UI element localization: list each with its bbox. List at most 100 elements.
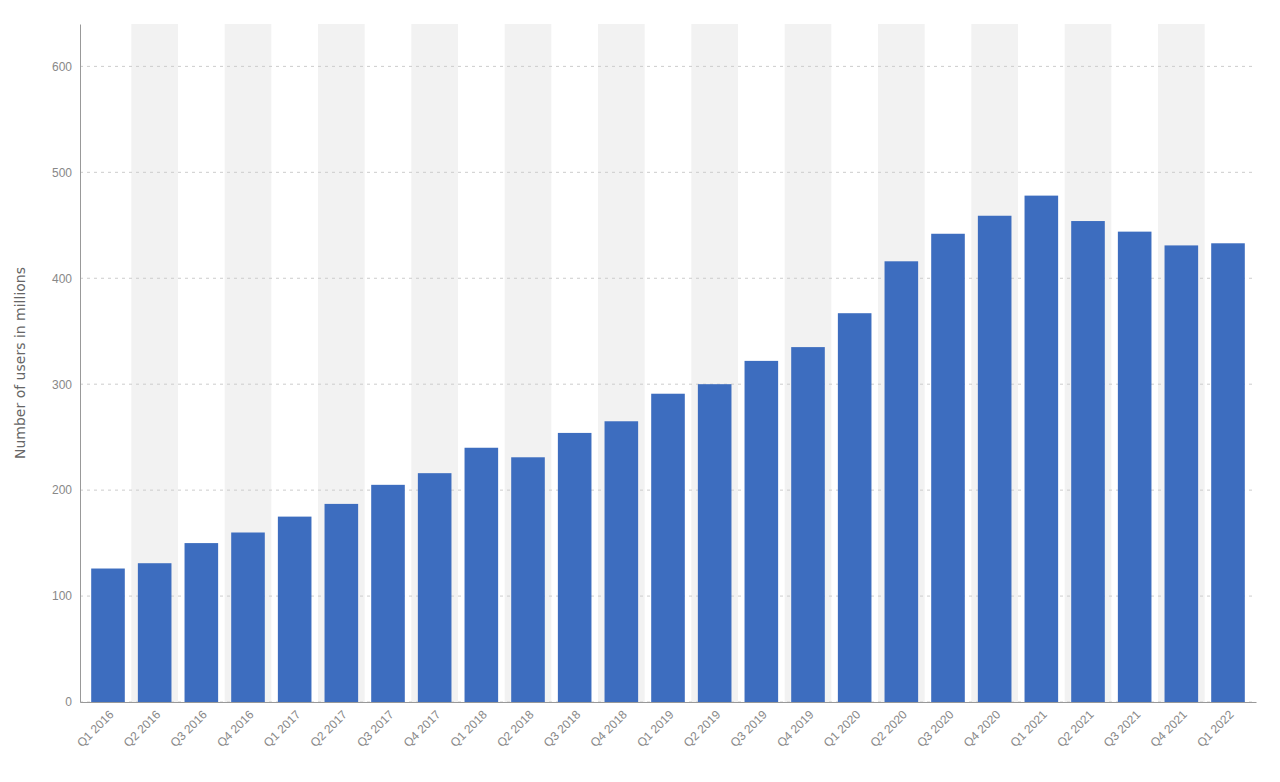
x-tick-label: Q1 2019 [634, 707, 677, 750]
x-tick-label: Q2 2020 [868, 707, 911, 750]
chart-svg: 0 100 200 300 400 500 600 Q1 2016Q2 2016Q3 2016… [0, 0, 1280, 782]
x-tick-label: Q2 2017 [308, 707, 351, 750]
y-axis-line [80, 25, 81, 703]
stripe [505, 24, 552, 702]
bar [651, 394, 685, 702]
stripe [131, 24, 178, 702]
x-tick: Q2 2017 [308, 707, 351, 750]
y-tick: 400 [52, 272, 72, 286]
x-tick-label: Q3 2017 [354, 707, 397, 750]
bars [91, 196, 1245, 702]
x-tick: Q1 2021 [1008, 707, 1051, 750]
stripe [598, 24, 645, 702]
bar [1071, 221, 1105, 702]
x-tick-label: Q1 2022 [1194, 707, 1237, 750]
x-tick: Q1 2016 [74, 707, 117, 750]
bar [931, 234, 965, 702]
x-tick: Q1 2019 [634, 707, 677, 750]
grid-line [80, 66, 1256, 67]
bar [231, 533, 265, 703]
x-tick-label: Q2 2018 [494, 707, 537, 750]
stripe [1158, 24, 1205, 702]
x-tick-label: Q1 2021 [1008, 707, 1051, 750]
stripe [785, 24, 832, 702]
y-tick-label: 0 [65, 695, 72, 709]
grid-line [80, 172, 1256, 173]
stripe [225, 24, 272, 702]
bar [418, 473, 452, 702]
x-tick-label: Q4 2020 [961, 707, 1004, 750]
x-tick: Q3 2020 [914, 707, 957, 750]
stripe [1065, 24, 1112, 702]
bar [558, 433, 592, 702]
bar [1165, 245, 1199, 702]
x-tick-label: Q4 2021 [1148, 707, 1191, 750]
x-tick: Q1 2017 [261, 707, 304, 750]
x-tick: Q4 2020 [961, 707, 1004, 750]
bar [1211, 243, 1245, 702]
x-tick-label: Q2 2019 [681, 707, 724, 750]
chart-container: 0 100 200 300 400 500 600 Q1 2016Q2 2016Q3 2016… [0, 0, 1280, 782]
x-tick: Q4 2021 [1148, 707, 1191, 750]
y-tick: 200 [52, 483, 72, 497]
x-tick: Q4 2016 [214, 707, 257, 750]
stripe [411, 24, 458, 702]
bar [325, 504, 359, 702]
x-axis-line [81, 702, 1257, 703]
stripe [691, 24, 738, 702]
x-tick: Q2 2020 [868, 707, 911, 750]
y-tick-label: 500 [52, 166, 72, 180]
x-tick-label: Q3 2020 [914, 707, 957, 750]
grid [80, 66, 1256, 702]
y-axis-title: Number of users in millions [12, 267, 28, 459]
x-tick-label: Q3 2021 [1101, 707, 1144, 750]
x-tick-label: Q3 2018 [541, 707, 584, 750]
bar [1025, 196, 1059, 702]
x-tick: Q4 2017 [401, 707, 444, 750]
y-tick: 0 [65, 695, 72, 709]
y-tick-label: 200 [52, 483, 72, 497]
bar [1118, 232, 1152, 702]
x-tick-label: Q4 2017 [401, 707, 444, 750]
bar [278, 517, 312, 702]
bar [465, 448, 499, 702]
x-tick-label: Q2 2016 [121, 707, 164, 750]
y-tick: 100 [52, 589, 72, 603]
x-tick: Q4 2019 [774, 707, 817, 750]
x-tick: Q3 2016 [168, 707, 211, 750]
y-tick-label: 400 [52, 272, 72, 286]
x-tick-label: Q3 2019 [728, 707, 771, 750]
bar [511, 457, 545, 702]
bar [138, 563, 172, 702]
x-tick: Q1 2020 [821, 707, 864, 750]
x-tick-label: Q4 2016 [214, 707, 257, 750]
bar [185, 543, 219, 702]
x-tick: Q4 2018 [588, 707, 631, 750]
stripes [131, 24, 1204, 702]
y-tick: 600 [52, 60, 72, 74]
x-tick: Q3 2017 [354, 707, 397, 750]
bar [371, 485, 405, 702]
y-tick: 500 [52, 166, 72, 180]
bar [745, 361, 779, 702]
x-tick: Q2 2018 [494, 707, 537, 750]
x-tick-label: Q3 2016 [168, 707, 211, 750]
x-tick-label: Q4 2019 [774, 707, 817, 750]
x-tick-label: Q1 2016 [74, 707, 117, 750]
x-tick: Q3 2018 [541, 707, 584, 750]
x-tick: Q3 2021 [1101, 707, 1144, 750]
x-tick-label: Q2 2021 [1054, 707, 1097, 750]
bar [91, 569, 125, 702]
plot: 0 100 200 300 400 500 600 Q1 2016Q2 2016Q3 2016… [12, 24, 1257, 750]
x-tick: Q1 2018 [448, 707, 491, 750]
stripe [318, 24, 365, 702]
bar [978, 216, 1012, 702]
y-axis: 0 100 200 300 400 500 600 [52, 25, 81, 710]
y-tick: 300 [52, 378, 72, 392]
x-axis: Q1 2016Q2 2016Q3 2016Q4 2016Q1 2017Q2 20… [74, 703, 1256, 750]
x-tick-label: Q1 2020 [821, 707, 864, 750]
y-tick-label: 300 [52, 378, 72, 392]
x-tick-label: Q4 2018 [588, 707, 631, 750]
bar [885, 261, 919, 702]
bar [791, 347, 825, 702]
